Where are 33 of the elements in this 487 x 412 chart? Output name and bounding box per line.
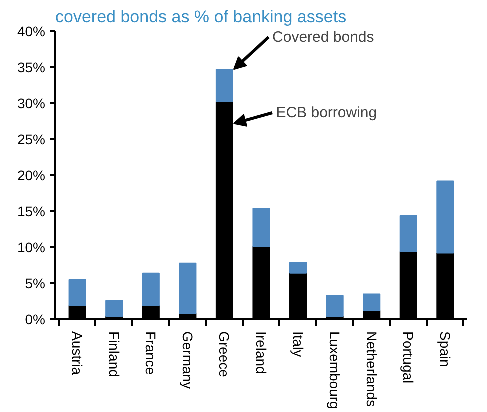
bar (179, 262, 197, 314)
bar (106, 300, 124, 318)
y-tick-label: 35% (17, 60, 46, 76)
x-tick-label: Austria (70, 332, 86, 376)
y-tick-label: 10% (17, 240, 46, 256)
bar (142, 272, 160, 306)
bar (68, 279, 86, 306)
y-tick-label: 5% (25, 276, 46, 292)
y-tick-label: 40% (17, 24, 46, 40)
bar (326, 295, 344, 318)
y-tick-label: 25% (17, 132, 46, 148)
bar (400, 215, 418, 252)
x-tick-label: Spain (437, 332, 454, 368)
y-tick-label: 15% (17, 204, 46, 220)
legend-label: ECB borrowing (276, 104, 378, 122)
bar (363, 294, 381, 312)
bar (290, 262, 308, 274)
x-tick-label: Portugal (400, 332, 417, 384)
x-tick-label: Italy (290, 332, 306, 358)
x-tick-label: Finland (106, 332, 122, 378)
chart-title: covered bonds as % of banking assets (56, 8, 347, 26)
y-tick-label: 30% (17, 96, 46, 112)
x-tick-label: Luxembourg (327, 332, 344, 410)
y-tick-label: 0% (25, 312, 46, 328)
bar (252, 208, 270, 248)
x-tick-label: Greece (216, 332, 233, 378)
x-tick-label: France (143, 332, 160, 376)
x-tick-label: Germany (180, 332, 196, 390)
bar (436, 180, 454, 254)
x-tick-label: Netherlands (364, 332, 380, 407)
y-tick-label: 20% (17, 168, 46, 184)
bar (216, 69, 234, 103)
x-tick-label: Ireland (254, 332, 270, 374)
